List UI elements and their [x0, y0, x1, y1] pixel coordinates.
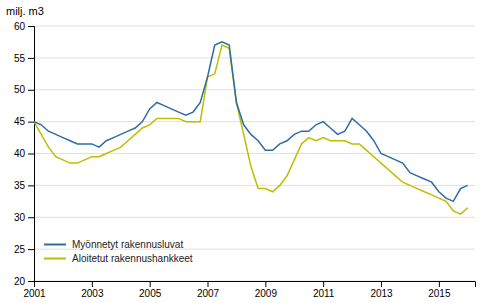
title: milj. m3: [6, 5, 44, 17]
tick-label: 45: [14, 116, 26, 127]
tick-mark: [28, 90, 34, 91]
tick-mark: [150, 281, 151, 287]
legend-item: Aloitetut rakennushankkeet: [44, 253, 193, 264]
tick: 60: [14, 21, 34, 32]
axis-line: [28, 27, 35, 282]
grid: [34, 26, 475, 281]
tick-label: 55: [14, 53, 26, 64]
tick-mark: [265, 281, 266, 287]
tick: 35: [14, 180, 34, 191]
tick-label: 35: [14, 180, 26, 191]
tick-mark: [208, 281, 209, 287]
tick-label: 60: [14, 21, 26, 32]
grid-line: [34, 26, 475, 27]
line: [34, 45, 468, 214]
x-axis: 2001 2003 2005 2007 2009 2011 2013 2015: [23, 281, 475, 299]
tick-label: 20: [14, 276, 26, 287]
tick: 2015: [428, 281, 451, 299]
tick-mark: [28, 217, 34, 218]
tick: 40: [14, 148, 34, 159]
tick: 20: [14, 276, 34, 287]
tick-mark: [381, 281, 382, 287]
y-axis: 20 25 30 35 40 45 50 55 60: [14, 21, 35, 287]
tick-label: 2005: [139, 288, 162, 299]
tick-mark: [28, 185, 34, 186]
legend-swatch: [44, 244, 66, 246]
tick-label: 2011: [313, 288, 335, 299]
tick: 50: [14, 84, 34, 95]
tick-mark: [28, 281, 34, 282]
tick-label: 40: [14, 148, 26, 159]
plot-area: [34, 42, 468, 214]
tick-mark: [439, 281, 440, 287]
tick-mark: [92, 281, 93, 287]
grid-line: [34, 217, 475, 218]
tick: 45: [14, 116, 34, 127]
chart: 2001 2003 2005 2007 2009 2011 2013 2015 20 25 30 35…: [0, 0, 491, 303]
tick-mark: [28, 26, 34, 27]
tick: 2001: [23, 281, 46, 299]
line: [34, 42, 468, 201]
tick-mark: [28, 154, 34, 155]
legend: Myönnetyt rakennusluvat Aloitetut rakennu…: [44, 239, 193, 264]
tick-label: 2003: [81, 288, 104, 299]
tick: 30: [14, 212, 34, 223]
legend-label: Myönnetyt rakennusluvat: [72, 239, 183, 250]
tick-label: 50: [14, 84, 26, 95]
tick: 2011: [313, 281, 335, 299]
tick-label: 2009: [255, 288, 278, 299]
axis-line: [35, 282, 476, 288]
tick: 2013: [370, 281, 393, 299]
tick-label: 30: [14, 212, 26, 223]
grid-line: [34, 121, 475, 122]
tick-label: 2013: [370, 288, 393, 299]
tick-mark: [28, 249, 34, 250]
grid-line: [34, 89, 475, 90]
tick-label: 2015: [428, 288, 451, 299]
tick: 2009: [255, 281, 278, 299]
tick: 55: [14, 53, 34, 64]
legend-label: Aloitetut rakennushankkeet: [72, 253, 193, 264]
tick: 2007: [197, 281, 220, 299]
legend-swatch: [44, 258, 66, 260]
tick-label: 2007: [197, 288, 220, 299]
tick-label: 25: [14, 244, 26, 255]
tick-mark: [28, 58, 34, 59]
tick: 25: [14, 244, 34, 255]
tick-mark: [28, 122, 34, 123]
grid-line: [34, 153, 475, 154]
grid-line: [34, 57, 475, 58]
tick-label: 2001: [23, 288, 46, 299]
tick-mark: [323, 281, 324, 287]
legend-item: Myönnetyt rakennusluvat: [44, 239, 183, 250]
tick: 2005: [139, 281, 162, 299]
tick: 2003: [81, 281, 104, 299]
